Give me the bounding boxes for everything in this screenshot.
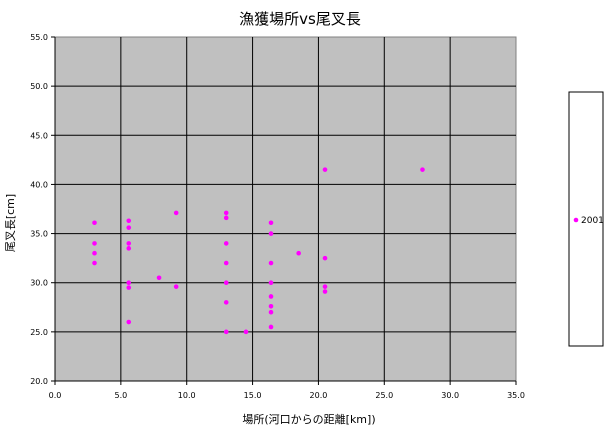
y-tick-label: 25.0 [30, 328, 48, 337]
y-tick-label: 55.0 [30, 33, 48, 42]
x-axis-label: 場所(河口からの距離[km]) [242, 412, 375, 426]
data-point [296, 250, 301, 256]
data-points [92, 167, 425, 335]
plot-background [54, 36, 517, 382]
y-tick-label: 40.0 [30, 180, 48, 189]
y-tick-label: 20.0 [30, 377, 48, 386]
data-point [223, 329, 229, 335]
x-tick-label: 25.0 [375, 391, 393, 400]
data-point [92, 260, 97, 266]
x-tick-label: 30.0 [441, 391, 459, 400]
data-point [268, 304, 274, 309]
data-point [268, 294, 274, 299]
data-point [126, 285, 132, 290]
data-point [268, 280, 274, 286]
x-tick-label: 0.0 [49, 391, 62, 400]
data-point [268, 260, 274, 266]
x-tick-label: 15.0 [244, 391, 262, 400]
legend: 2001 [568, 91, 604, 347]
data-point [223, 260, 229, 266]
data-point [268, 324, 274, 330]
data-point [92, 241, 97, 246]
data-point [223, 300, 229, 305]
data-point [322, 289, 328, 294]
x-tick-label: 10.0 [178, 391, 196, 400]
y-tick-label: 30.0 [30, 279, 48, 288]
data-point [223, 241, 229, 246]
data-point [322, 255, 328, 261]
y-tick-label: 50.0 [30, 82, 48, 91]
data-point [126, 225, 132, 230]
chart-title: 漁獲場所vs尾叉長 [239, 10, 361, 28]
data-point [92, 220, 97, 226]
data-point [126, 246, 132, 251]
data-point [322, 167, 328, 172]
data-point [223, 215, 229, 221]
y-tick-label: 45.0 [30, 131, 48, 140]
x-tick-label: 5.0 [114, 391, 127, 400]
axis-ticks: 0.0 5.0 10.0 15.0 20.0 25.0 30.0 35.0 20.0 25.0 30… [30, 33, 525, 400]
data-point [126, 280, 132, 286]
data-point [322, 284, 328, 289]
data-point [243, 329, 249, 335]
plot-area [54, 36, 517, 382]
data-point [268, 309, 274, 315]
data-point [223, 210, 229, 216]
legend-marker [573, 217, 579, 223]
y-tick-label: 35.0 [30, 230, 48, 239]
data-point [126, 218, 132, 224]
legend-entry: 2001 [581, 216, 604, 226]
data-point [92, 250, 97, 256]
data-point [126, 241, 132, 246]
x-tick-label: 35.0 [507, 391, 525, 400]
data-point [126, 319, 132, 325]
data-point [268, 220, 274, 226]
data-point [223, 280, 229, 286]
x-tick-label: 20.0 [310, 391, 328, 400]
data-point [268, 231, 274, 236]
data-point [156, 275, 162, 281]
y-axis-label: 尾叉長[cm] [4, 194, 17, 252]
data-point [173, 210, 179, 216]
data-point [173, 284, 179, 289]
data-point [420, 167, 425, 172]
